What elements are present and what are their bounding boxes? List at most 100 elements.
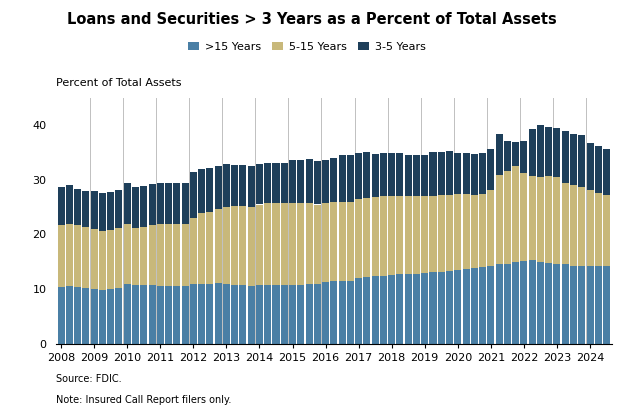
Bar — [479, 153, 486, 193]
Bar — [487, 266, 494, 344]
Bar — [190, 172, 197, 218]
Bar — [462, 193, 470, 269]
Bar — [388, 153, 395, 196]
Bar — [504, 141, 511, 171]
Bar — [421, 196, 428, 273]
Bar — [306, 283, 313, 344]
Bar — [198, 283, 205, 344]
Bar — [471, 268, 478, 344]
Bar — [487, 190, 494, 266]
Bar — [124, 183, 131, 224]
Bar — [553, 128, 560, 177]
Bar — [537, 262, 544, 344]
Bar — [74, 189, 81, 225]
Bar — [281, 203, 288, 285]
Bar — [578, 266, 585, 344]
Bar — [537, 126, 544, 177]
Bar — [157, 286, 164, 344]
Bar — [388, 275, 395, 344]
Bar — [140, 227, 147, 285]
Bar — [388, 196, 395, 275]
Bar — [273, 162, 280, 203]
Bar — [446, 151, 453, 195]
Bar — [66, 286, 73, 344]
Bar — [256, 204, 263, 285]
Bar — [363, 198, 371, 277]
Bar — [429, 196, 437, 272]
Bar — [240, 285, 246, 344]
Bar — [182, 183, 188, 224]
Bar — [322, 203, 329, 283]
Bar — [512, 166, 519, 262]
Bar — [405, 274, 412, 344]
Bar — [595, 146, 602, 193]
Bar — [603, 149, 610, 195]
Bar — [281, 162, 288, 203]
Bar — [322, 160, 329, 203]
Bar — [149, 285, 155, 344]
Bar — [297, 160, 305, 203]
Bar — [495, 265, 503, 344]
Bar — [421, 155, 428, 196]
Bar — [273, 285, 280, 344]
Bar — [372, 198, 379, 276]
Bar — [372, 276, 379, 344]
Bar — [182, 286, 188, 344]
Bar — [207, 283, 213, 344]
Bar — [107, 192, 114, 230]
Bar — [149, 184, 155, 225]
Bar — [339, 202, 346, 281]
Bar — [281, 285, 288, 344]
Bar — [487, 149, 494, 190]
Bar — [115, 228, 122, 288]
Bar — [115, 190, 122, 228]
Bar — [454, 153, 461, 193]
Bar — [173, 183, 180, 224]
Bar — [479, 267, 486, 344]
Bar — [198, 169, 205, 213]
Bar — [289, 160, 296, 203]
Bar — [223, 164, 230, 207]
Bar — [330, 202, 338, 281]
Bar — [520, 173, 527, 261]
Bar — [124, 283, 131, 344]
Bar — [372, 154, 379, 198]
Bar — [207, 211, 213, 283]
Bar — [149, 225, 155, 285]
Bar — [570, 185, 577, 265]
Bar — [306, 159, 313, 203]
Bar — [438, 195, 445, 272]
Bar — [165, 183, 172, 224]
Bar — [314, 283, 321, 344]
Bar — [429, 152, 437, 196]
Bar — [330, 281, 338, 344]
Bar — [198, 213, 205, 283]
Bar — [380, 196, 387, 276]
Bar — [603, 266, 610, 344]
Bar — [446, 271, 453, 344]
Bar — [504, 264, 511, 344]
Bar — [74, 288, 81, 344]
Bar — [240, 206, 246, 285]
Bar — [99, 231, 106, 290]
Bar — [396, 274, 404, 344]
Bar — [495, 175, 503, 265]
Bar — [90, 191, 98, 229]
Bar — [529, 175, 535, 260]
Bar — [595, 193, 602, 266]
Bar — [446, 195, 453, 271]
Bar — [157, 224, 164, 286]
Bar — [264, 285, 271, 344]
Text: Note: Insured Call Report filers only.: Note: Insured Call Report filers only. — [56, 395, 232, 405]
Bar — [115, 288, 122, 344]
Bar — [330, 158, 338, 202]
Bar — [396, 153, 404, 196]
Bar — [462, 269, 470, 344]
Bar — [587, 144, 593, 190]
Bar — [355, 153, 362, 199]
Bar — [132, 187, 139, 228]
Bar — [140, 186, 147, 227]
Bar — [140, 285, 147, 344]
Bar — [570, 265, 577, 344]
Text: Loans and Securities > 3 Years as a Percent of Total Assets: Loans and Securities > 3 Years as a Perc… — [67, 12, 557, 27]
